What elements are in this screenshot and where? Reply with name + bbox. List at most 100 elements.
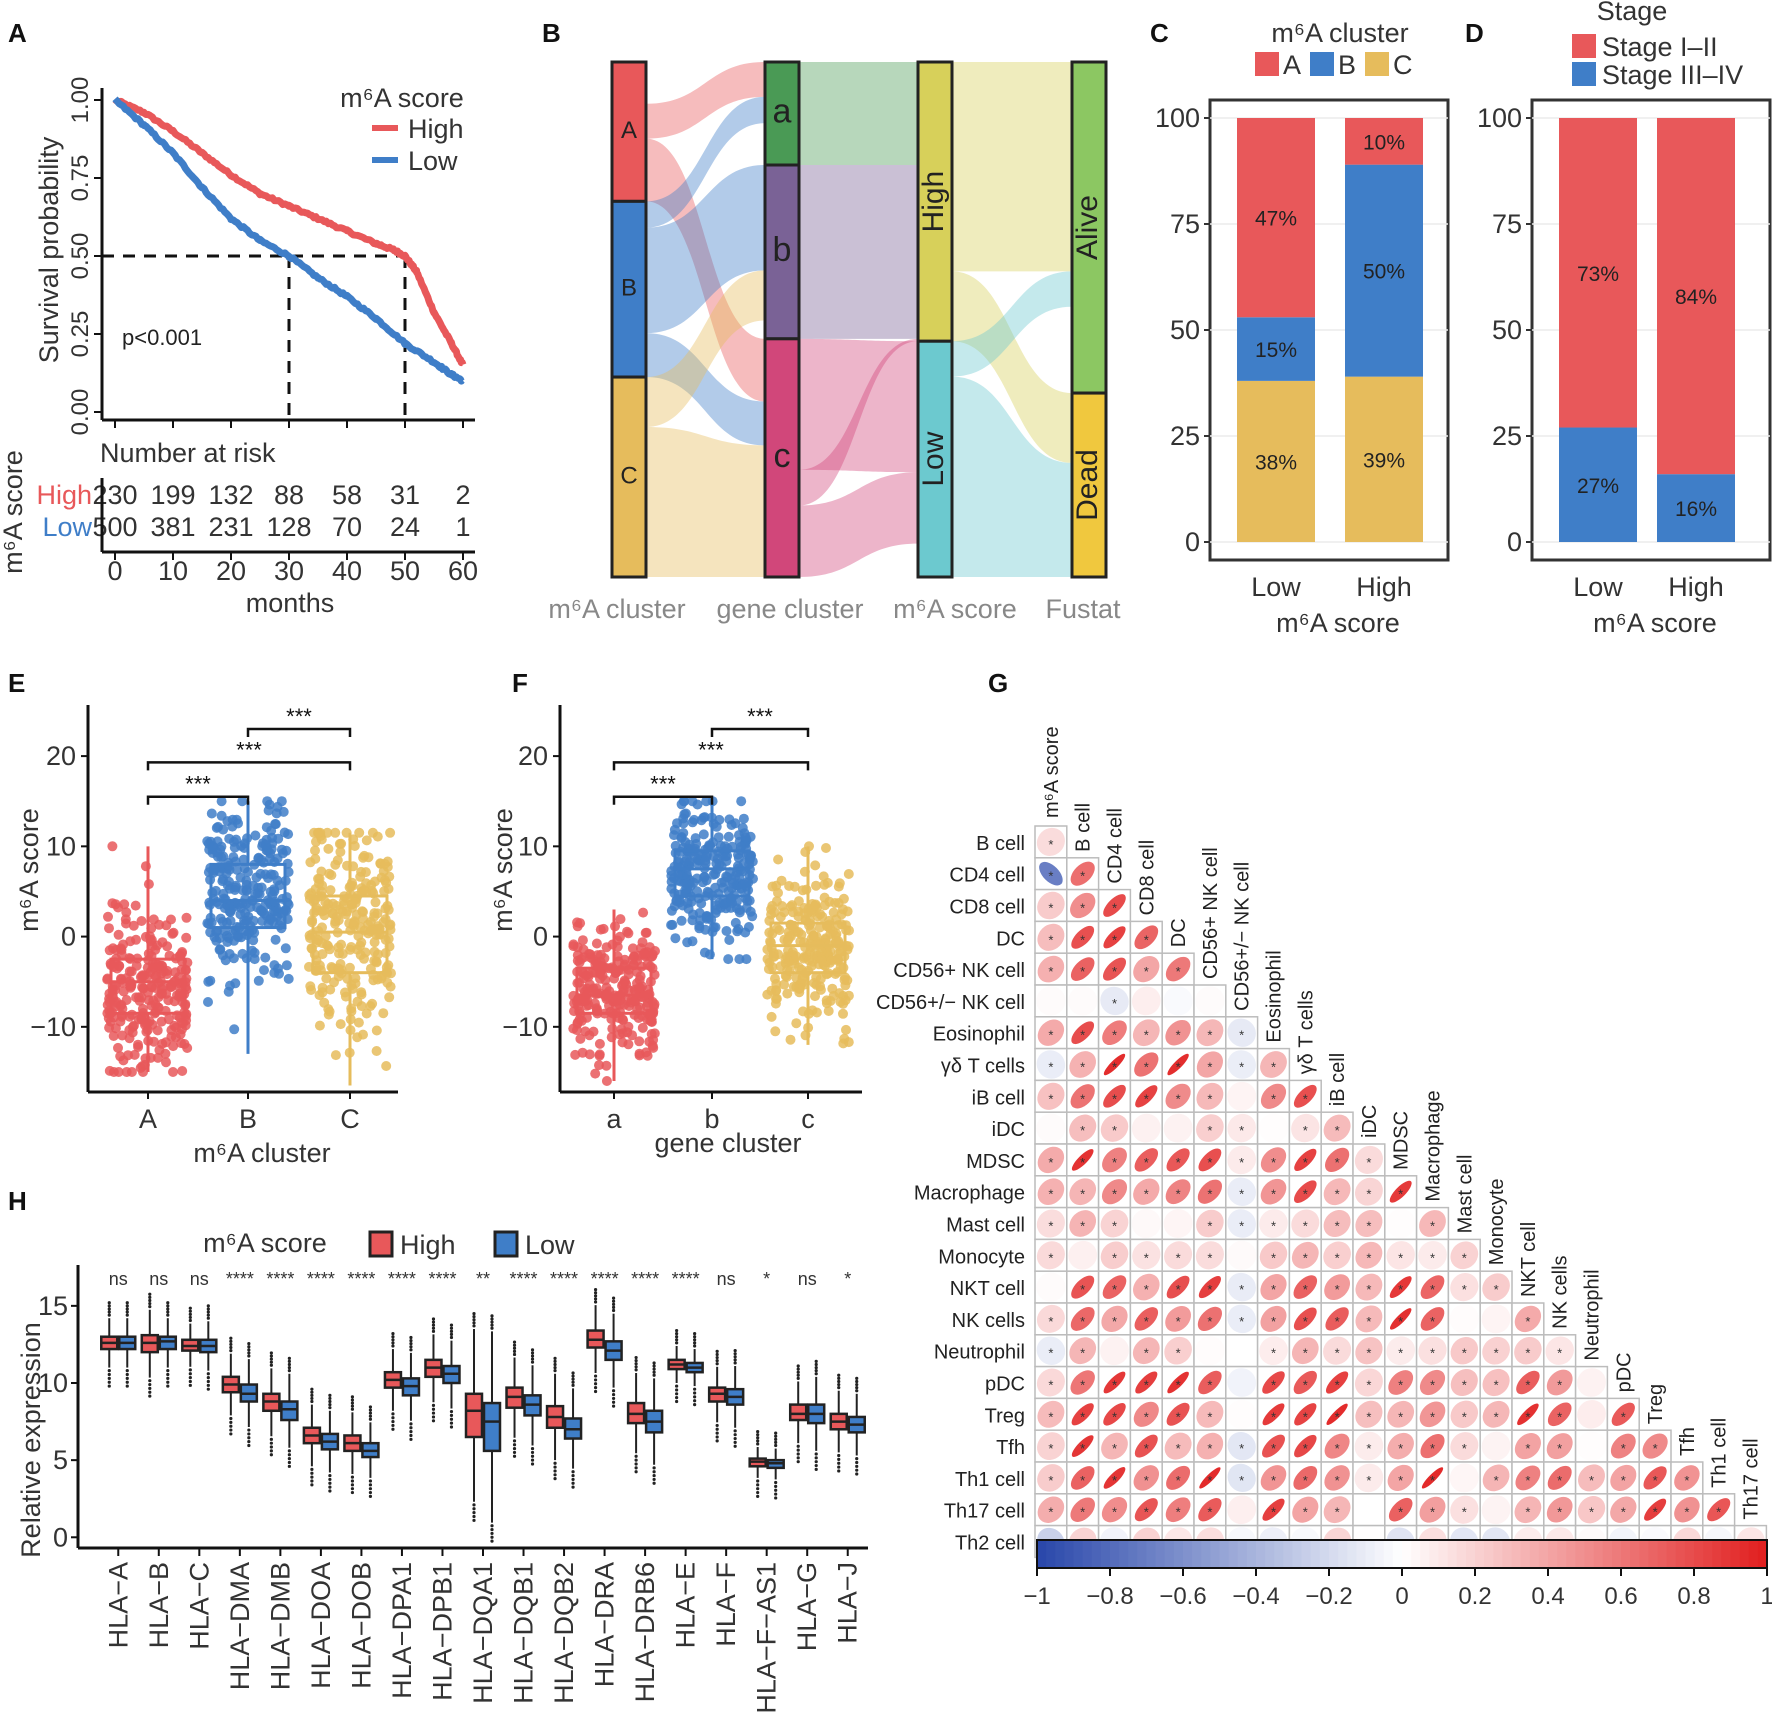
jitter-point	[594, 1038, 605, 1049]
g-significance-star: *	[1621, 1473, 1626, 1488]
jitter-point	[353, 1017, 364, 1028]
h-outlier	[472, 1318, 476, 1322]
h-outlier	[391, 1332, 395, 1336]
b-axis-label: m⁶A score	[893, 594, 1017, 624]
g-significance-star: *	[1303, 1155, 1308, 1170]
g-significance-star: *	[1557, 1409, 1562, 1424]
h-outlier	[675, 1396, 679, 1400]
g-correlation-ellipse	[1262, 1371, 1285, 1394]
g-significance-star: *	[1144, 964, 1149, 979]
h-outlier	[472, 1311, 476, 1316]
h-outlier	[675, 1384, 679, 1388]
g-correlation-ellipse	[1227, 1018, 1256, 1047]
h-outlier	[287, 1365, 291, 1370]
h-outlier	[733, 1355, 737, 1359]
stacked-bar-segment	[1345, 376, 1423, 542]
h-outlier	[287, 1460, 291, 1465]
g-colorbar-segment	[1684, 1540, 1695, 1568]
jitter-point	[258, 857, 269, 868]
h-outlier	[675, 1341, 679, 1345]
g-correlation-ellipse	[1388, 1497, 1413, 1522]
g-significance-star: *	[1684, 1473, 1689, 1488]
g-significance-star: *	[1303, 1187, 1308, 1202]
jitter-point	[224, 876, 234, 887]
g-significance-star: *	[1716, 1505, 1721, 1520]
g-correlation-ellipse	[1070, 1306, 1095, 1331]
h-outlier	[774, 1437, 778, 1441]
g-colorbar-segment	[1119, 1540, 1129, 1568]
jitter-point	[344, 962, 355, 973]
g-colorbar-segment	[1237, 1540, 1248, 1568]
h-outlier	[449, 1409, 454, 1414]
g-correlation-ellipse	[1131, 1208, 1161, 1239]
g-col-label: Monocyte	[1486, 1178, 1508, 1265]
h-outlier	[188, 1318, 192, 1323]
g-correlation-ellipse	[1196, 1400, 1224, 1428]
g-correlation-ellipse	[1036, 1304, 1065, 1333]
jitter-point	[838, 998, 849, 1009]
jitter-point	[157, 1038, 168, 1049]
h-outlier	[431, 1407, 436, 1411]
g-colorbar-segment	[1356, 1540, 1367, 1568]
jitter-point	[793, 896, 804, 907]
g-significance-star: *	[1398, 1282, 1403, 1297]
h-x-tick-label: HLA−DPB1	[427, 1562, 457, 1701]
h-outlier	[350, 1490, 355, 1495]
bar-data-label: 16%	[1675, 498, 1717, 521]
g-correlation-ellipse	[1068, 986, 1098, 1016]
box-body	[673, 849, 751, 898]
g-correlation-ellipse	[1260, 1083, 1287, 1109]
jitter-point	[694, 921, 705, 931]
h-outlier	[287, 1359, 291, 1363]
g-correlation-ellipse	[1071, 1403, 1094, 1426]
jitter-point	[236, 903, 247, 913]
jitter-point	[823, 1006, 834, 1016]
h-outlier	[675, 1335, 679, 1339]
jitter-point	[618, 1015, 629, 1026]
g-correlation-ellipse	[1069, 1210, 1097, 1237]
g-correlation-ellipse	[1545, 1336, 1574, 1365]
g-col-label: pDC	[1613, 1352, 1635, 1392]
g-col-label: MDSC	[1391, 1111, 1413, 1170]
h-significance: ns	[190, 1269, 209, 1289]
a-risk-value: 31	[390, 480, 420, 510]
jitter-point	[148, 914, 159, 925]
jitter-point	[361, 835, 372, 846]
h-outlier	[553, 1461, 557, 1465]
g-correlation-ellipse	[1576, 1431, 1607, 1461]
b-stratum	[1070, 60, 1108, 395]
h-outlier	[328, 1399, 332, 1404]
g-significance-star: *	[1398, 1250, 1403, 1265]
g-correlation-ellipse	[1419, 1496, 1446, 1523]
jitter-point	[327, 898, 338, 909]
h-outlier	[148, 1295, 152, 1299]
comparison-label: ***	[185, 772, 211, 797]
comparison-bracket	[612, 795, 714, 805]
g-correlation-ellipse	[1070, 861, 1095, 886]
g-correlation-ellipse	[1134, 1434, 1158, 1458]
jitter-point	[616, 1024, 627, 1035]
a-y-tick-label: 0.25	[67, 311, 94, 358]
h-outlier	[350, 1483, 355, 1487]
g-significance-star: *	[1048, 932, 1053, 947]
g-correlation-ellipse	[1165, 1083, 1191, 1109]
h-outlier	[774, 1480, 778, 1485]
h-outlier	[287, 1453, 291, 1457]
g-significance-star: *	[1048, 837, 1053, 852]
jitter-point	[305, 981, 316, 992]
jitter-point	[781, 972, 792, 982]
h-outlier	[148, 1379, 152, 1383]
box-body	[769, 921, 847, 975]
jitter-point	[153, 1002, 164, 1013]
h-outlier	[796, 1367, 800, 1371]
h-outlier	[472, 1321, 476, 1325]
g-significance-star: *	[1112, 964, 1117, 979]
g-correlation-ellipse	[1037, 1432, 1065, 1460]
jitter-point	[229, 1024, 240, 1035]
g-significance-star: *	[1398, 1346, 1403, 1361]
g-correlation-ellipse	[1577, 1368, 1606, 1397]
h-outlier	[310, 1483, 314, 1487]
jitter-point	[224, 860, 234, 871]
h-outlier	[733, 1433, 737, 1437]
g-significance-star: *	[1112, 1250, 1117, 1265]
